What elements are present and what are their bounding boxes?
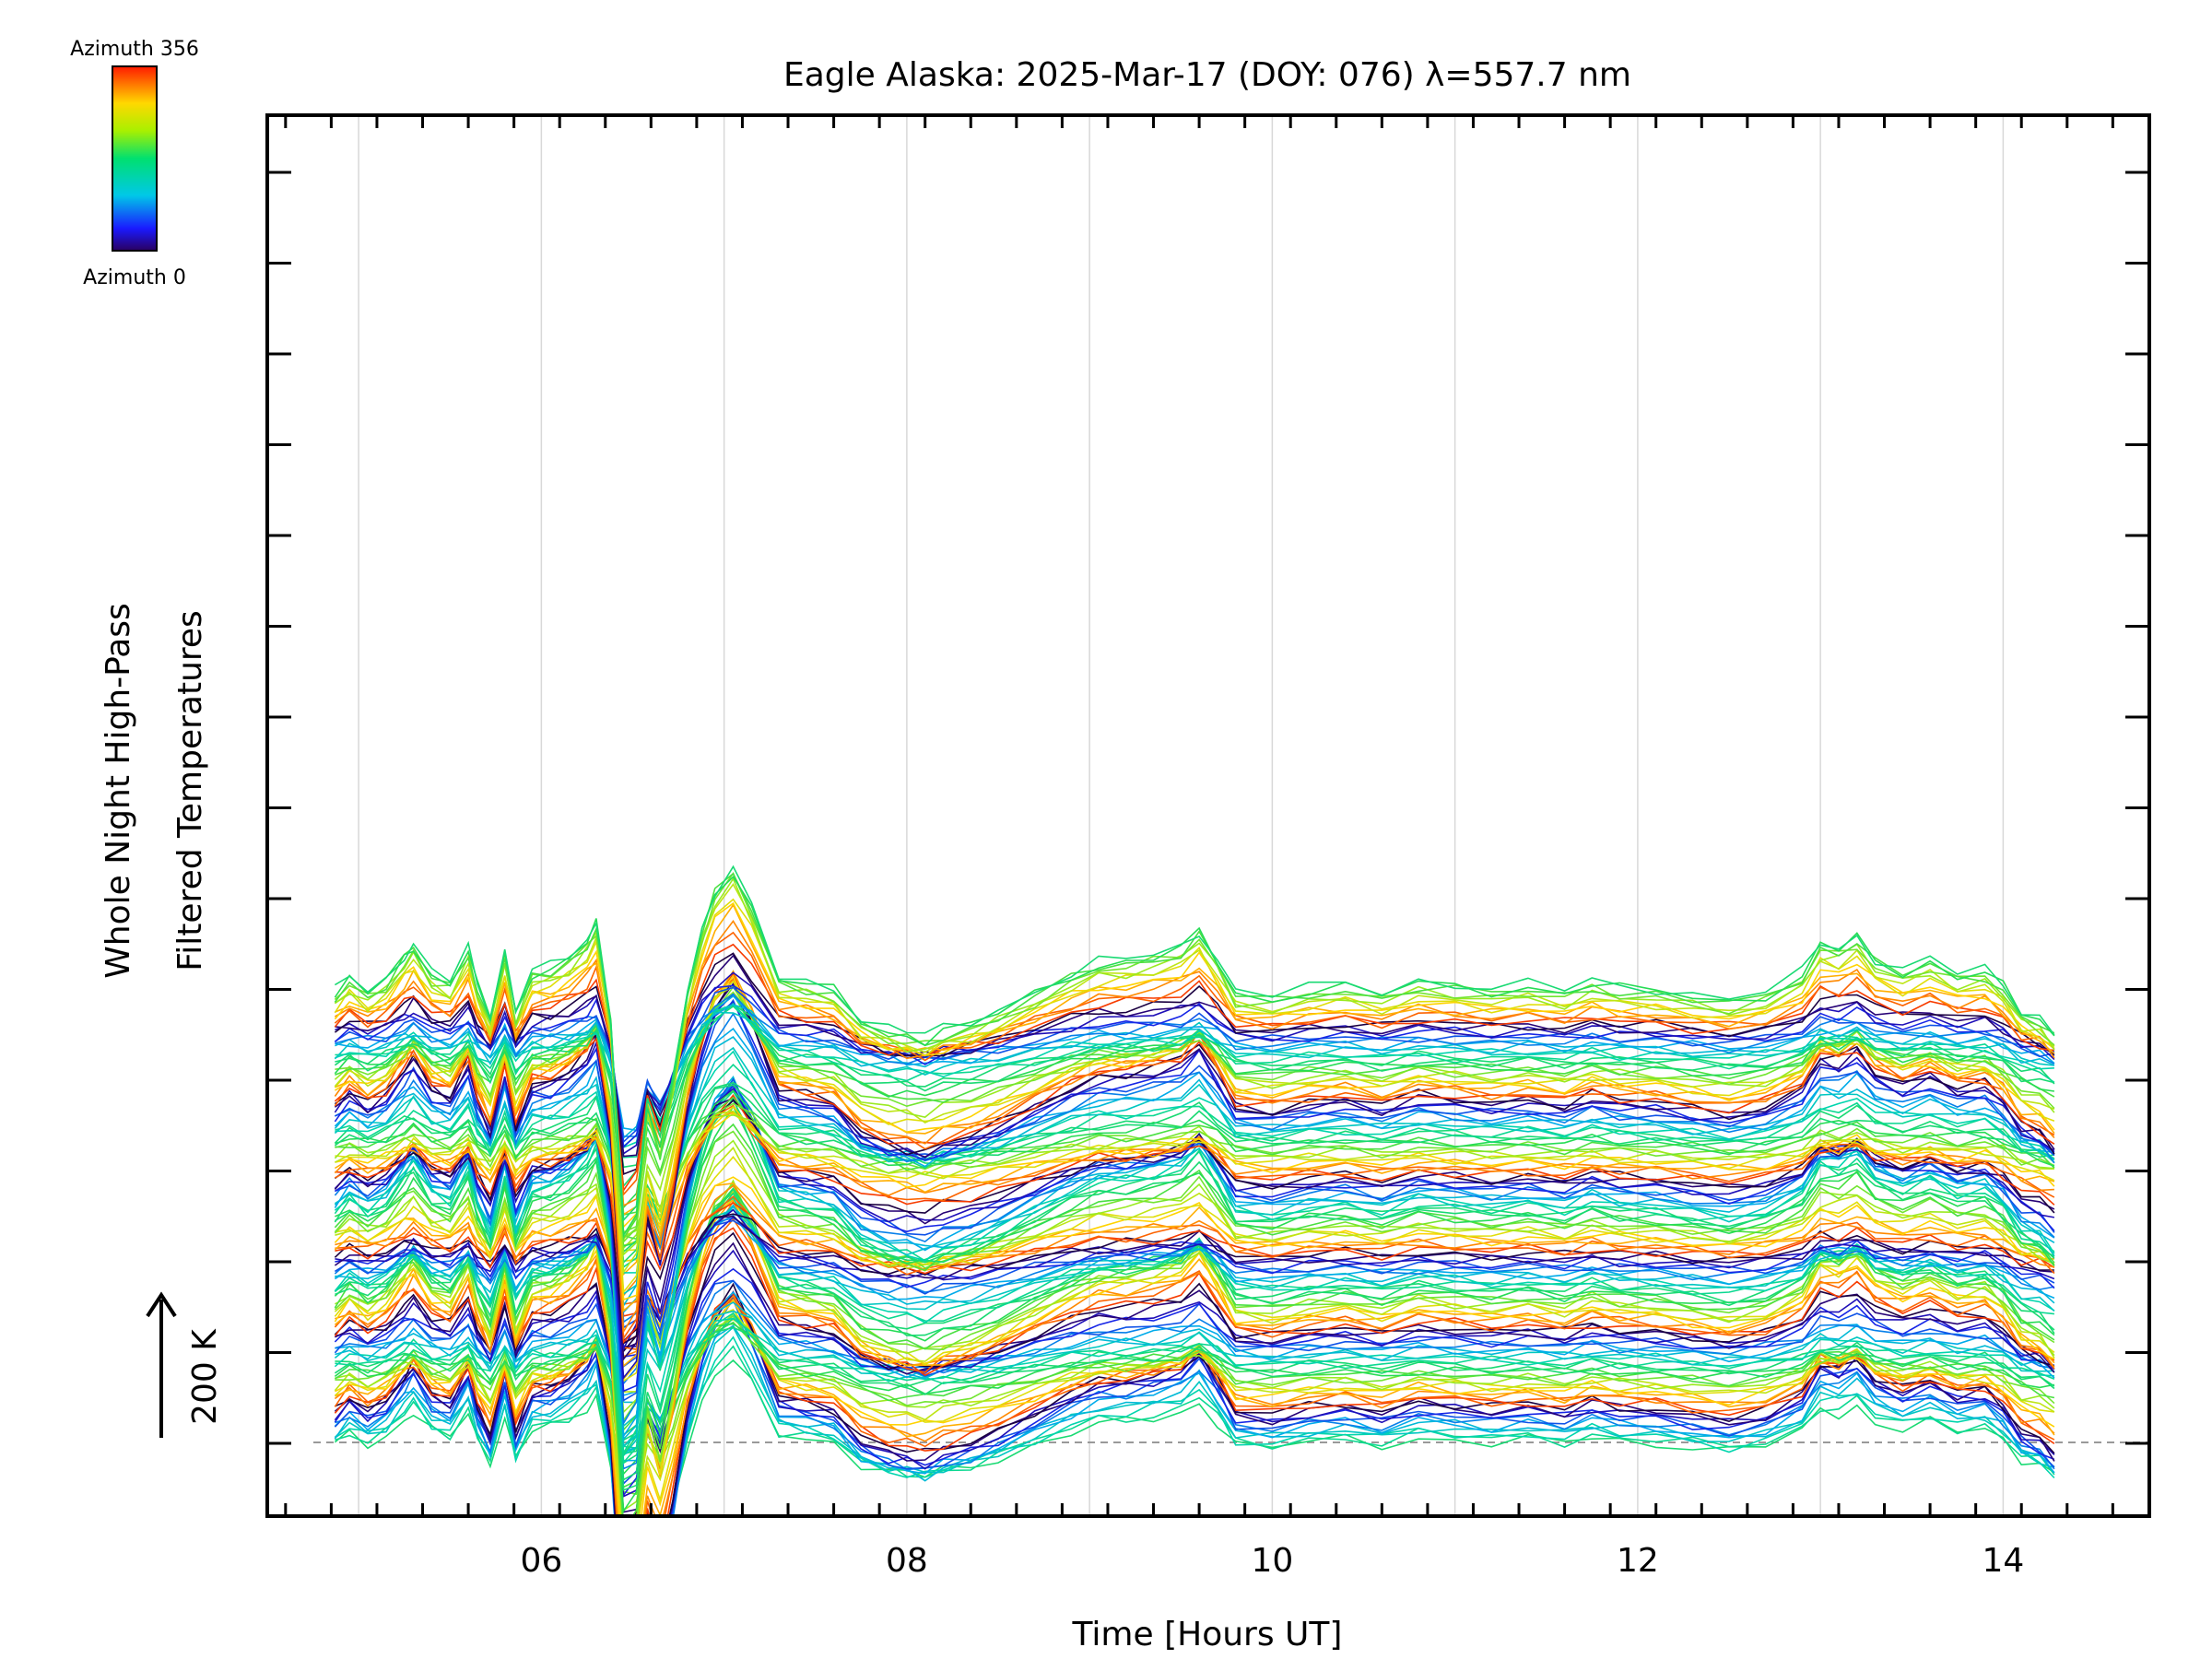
series-line	[334, 985, 2055, 1275]
plot-frame	[265, 113, 2151, 1518]
series-line	[334, 1097, 2055, 1361]
series-line	[334, 974, 2055, 1301]
series-line	[335, 1184, 2055, 1358]
series-line	[334, 1114, 2054, 1250]
series-line	[334, 952, 2055, 1176]
series-line	[334, 1312, 2055, 1516]
y-axis-label-line2: Filtered Temperatures	[171, 610, 209, 971]
x-tick-label: 10	[1251, 1542, 1293, 1580]
chart-title: Eagle Alaska: 2025-Mar-17 (DOY: 076) λ=5…	[783, 56, 1631, 94]
series-line	[334, 1011, 2054, 1148]
series-line	[335, 1314, 2055, 1496]
series-line	[334, 991, 2055, 1256]
series-line	[335, 1104, 2055, 1437]
series-line	[335, 1094, 2055, 1317]
x-tick-label: 08	[886, 1542, 928, 1580]
colorbar: Azimuth 356 Azimuth 0	[70, 38, 199, 289]
series-line	[335, 1096, 2055, 1241]
series-line	[334, 1279, 2055, 1486]
series-line	[335, 1147, 2055, 1394]
series-line	[334, 1196, 2055, 1516]
series-line	[335, 1300, 2055, 1516]
series-line	[334, 1214, 2055, 1397]
series-line	[334, 1099, 2055, 1343]
x-axis-label: Time [Hours UT]	[1072, 1616, 1343, 1653]
series-line	[334, 1192, 2055, 1516]
series-line	[334, 1321, 2055, 1488]
scale-label: 200 K	[186, 1328, 224, 1425]
series-line	[335, 1104, 2055, 1306]
series-line	[335, 1005, 2055, 1169]
series-line	[335, 1208, 2055, 1347]
grid	[358, 115, 2005, 1516]
series-line	[334, 1190, 2055, 1516]
series-line	[334, 1004, 2055, 1209]
series-line	[334, 979, 2055, 1335]
series-line	[334, 877, 2055, 1238]
series-line	[335, 1291, 2055, 1462]
series-line	[334, 1310, 2054, 1458]
series-line	[334, 1176, 2055, 1382]
series-line	[335, 1241, 2055, 1513]
series-line	[335, 1089, 2055, 1247]
series-line	[335, 1216, 2055, 1359]
series-line	[334, 1081, 2055, 1265]
colorbar-top-label: Azimuth 356	[70, 38, 199, 61]
series-line	[335, 1298, 2055, 1516]
colorbar-gradient	[112, 65, 158, 252]
y-axis-label-line1: Whole Night High-Pass	[100, 603, 137, 979]
scale-indicator: 200 K	[146, 1291, 224, 1438]
series-line	[334, 1197, 2055, 1516]
series-line	[334, 1111, 2054, 1298]
series-line	[335, 1004, 2055, 1140]
series-line	[334, 1027, 2055, 1314]
series-line	[334, 1293, 2055, 1516]
series-line	[334, 993, 2055, 1352]
series-line	[334, 1046, 2055, 1296]
series-lines	[334, 865, 2055, 1516]
series-line	[334, 1082, 2055, 1426]
y-axis-label: Whole Night High-Pass Filtered Temperatu…	[100, 603, 209, 979]
series-line	[334, 1099, 2055, 1457]
series-line	[335, 919, 2055, 1207]
series-line	[334, 931, 2055, 1196]
series-line	[334, 1219, 2055, 1369]
series-line	[335, 903, 2055, 1217]
series-line	[335, 1206, 2055, 1428]
series-line	[335, 1112, 2055, 1263]
x-tick-label: 14	[1982, 1542, 2024, 1580]
series-line	[335, 1199, 2055, 1516]
series-line	[334, 865, 2055, 1222]
series-line	[335, 1064, 2055, 1269]
x-tick-label: 12	[1617, 1542, 1659, 1580]
axis-ticks: 06 08 10 12 14	[267, 115, 2149, 1580]
series-line	[334, 1139, 2055, 1414]
scale-arrow-head	[146, 1291, 177, 1318]
series-line	[334, 1326, 2055, 1465]
series-line	[334, 1208, 2055, 1449]
series-line	[335, 1110, 2054, 1247]
series-line	[334, 1290, 2055, 1516]
series-line	[334, 1227, 2055, 1516]
series-line	[334, 1112, 2055, 1277]
series-line	[335, 1317, 2055, 1455]
series-line	[334, 898, 2055, 1242]
series-line	[334, 1187, 2055, 1516]
colorbar-bottom-label: Azimuth 0	[83, 266, 186, 289]
series-line	[334, 978, 2055, 1341]
series-line	[334, 1359, 2055, 1516]
series-line	[334, 1001, 2055, 1345]
series-line	[335, 1004, 2054, 1149]
x-tick-label: 06	[520, 1542, 562, 1580]
series-line	[335, 1187, 2055, 1491]
